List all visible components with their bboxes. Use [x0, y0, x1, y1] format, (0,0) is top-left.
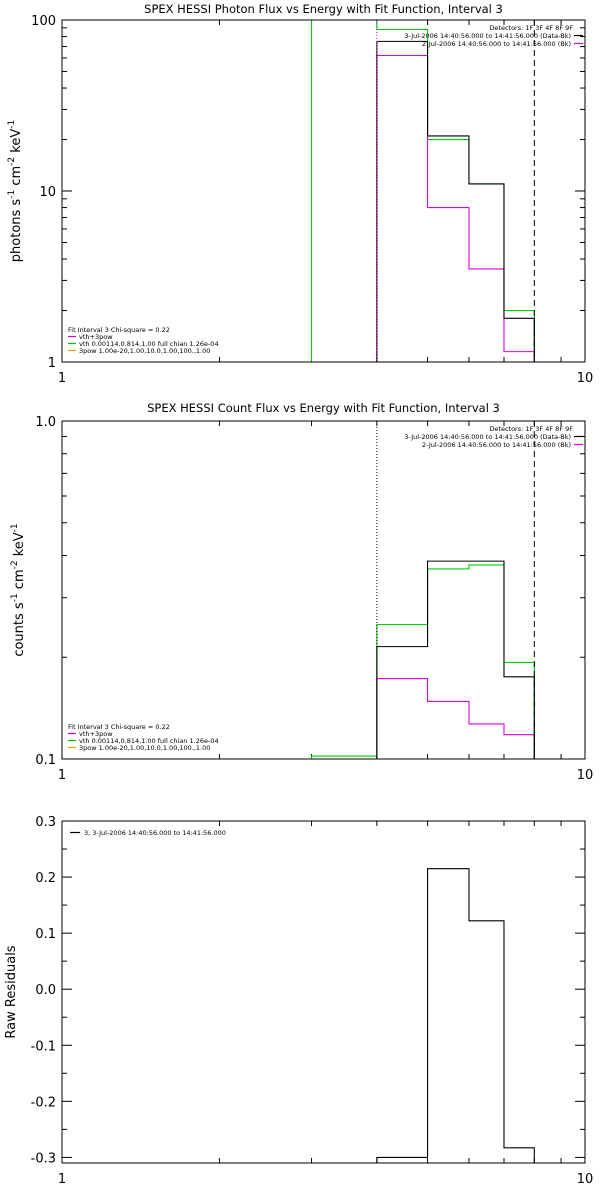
x-tick-label: 10	[577, 371, 594, 386]
y-axis-label: photons s-1 cm-2 keV-1	[7, 120, 24, 262]
series-line-2	[376, 54, 535, 362]
x-tick-label: 1	[58, 371, 66, 386]
chart-panel-3: Raw Residuals 1 10 0.3 0.2 0.1 0.0 -0.1 -0.2 -0.3…	[4, 815, 594, 1187]
y-tick-label: 100	[31, 14, 56, 29]
x-tick-label: 10	[577, 1172, 594, 1187]
legend-entry-label: 2-Jul-2006 14:40:56.000 to 14:41:56.000 …	[422, 40, 571, 48]
chart-title: SPEX HESSI Count Flux vs Energy with Fit…	[147, 401, 500, 415]
data-layer	[310, 20, 535, 362]
x-tick-label: 1	[58, 768, 66, 783]
series-line-1	[376, 560, 535, 759]
fit-legend-header: Fit Interval 3 Chi-square = 0.22	[68, 723, 170, 731]
fit-legend-label: vth 0.00114,0.814,1.00 full chian 1.26e-…	[79, 340, 219, 348]
y-tick-label: -0.1	[31, 1039, 56, 1054]
y-tick-label: -0.3	[31, 1151, 56, 1166]
y-tick-label: 1	[48, 356, 56, 371]
series-line-3	[310, 564, 535, 759]
legend-detectors: Detectors: 1F 3F 4F 8F 9F	[489, 425, 573, 433]
fit-legend-label: 3pow 1.00e-20,1.00,10.0,1.00,100.,1.00	[79, 347, 210, 355]
y-tick-label: 0.1	[35, 927, 56, 942]
data-layer	[310, 560, 535, 759]
y-tick-label: 0.0	[35, 983, 56, 998]
chart-title: SPEX HESSI Photon Flux vs Energy with Fi…	[144, 2, 503, 16]
chart-panel-1: SPEX HESSI Photon Flux vs Energy with Fi…	[7, 2, 594, 386]
fit-legend-label: vth 0.00114,0.814,1.00 full chian 1.26e-…	[79, 737, 219, 745]
series-line-3	[310, 20, 535, 362]
plot-frame	[61, 420, 586, 760]
y-tick-label: 1.0	[35, 415, 56, 430]
fit-legend-label: 3pow 1.00e-20,1.00,10.0,1.00,100.,1.00	[79, 744, 210, 752]
legend-entry-label: 2-Jul-2006 14:40:56.000 to 14:41:56.000 …	[422, 441, 571, 449]
legend-entry-label: 3, 3-Jul-2006 14:40:56.000 to 14:41:56.0…	[84, 829, 226, 837]
series-line-1	[376, 868, 535, 1163]
data-layer	[376, 868, 535, 1163]
y-tick-label: 0.3	[35, 815, 56, 830]
y-tick-label: 0.1	[35, 753, 56, 768]
chart-panel-2: SPEX HESSI Count Flux vs Energy with Fit…	[10, 401, 594, 783]
legend-entry-label: 3-Jul-2006 14:40:56.000 to 14:41:56.000 …	[404, 32, 571, 40]
plot-frame	[61, 820, 586, 1164]
series-line-2	[376, 677, 535, 759]
y-axis-label: Raw Residuals	[4, 945, 19, 1038]
legend-entry-label: 3-Jul-2006 14:40:56.000 to 14:41:56.000 …	[404, 433, 571, 441]
y-tick-label: -0.2	[31, 1095, 56, 1110]
x-tick-label: 10	[577, 768, 594, 783]
y-tick-label: 10	[39, 185, 56, 200]
fit-legend-label: vth+3pow	[79, 333, 113, 341]
y-tick-label: 0.2	[35, 871, 56, 886]
fit-legend-label: vth+3pow	[79, 730, 113, 738]
legend-detectors: Detectors: 1F 3F 4F 8F 9F	[489, 24, 573, 32]
y-axis-label: counts s-1 cm-2 keV-1	[10, 523, 27, 656]
fit-legend-header: Fit Interval 3 Chi-square = 0.22	[68, 326, 170, 334]
x-tick-label: 1	[58, 1172, 66, 1187]
plot-frame	[61, 19, 586, 363]
series-line-1	[376, 40, 535, 362]
